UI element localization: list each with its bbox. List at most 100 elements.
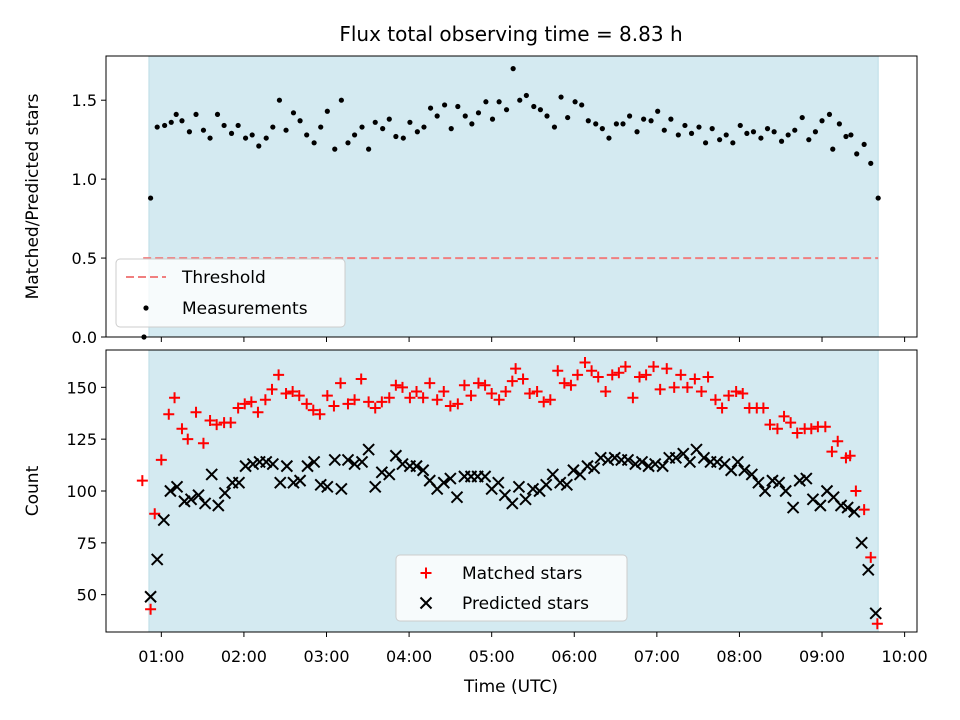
matched-star-point: [452, 398, 464, 410]
measurement-point: [359, 124, 365, 130]
legend-measurements-label: Measurements: [182, 299, 308, 319]
measurement-point: [565, 114, 571, 121]
matched-star-point: [579, 356, 591, 368]
y-axis-label: Count: [23, 465, 43, 516]
predicted-star-point: [738, 464, 751, 477]
legend-threshold-label: Threshold: [181, 268, 266, 288]
y-axis-label: Matched/Predicted stars: [23, 93, 43, 299]
legend-matched-swatch: [420, 567, 432, 579]
matched-star-point: [472, 377, 484, 389]
predicted-star-point: [848, 505, 861, 518]
predicted-star-point: [396, 457, 409, 471]
measurement-point: [249, 132, 255, 138]
predicted-star-point: [724, 464, 738, 477]
matched-star-point: [805, 423, 817, 435]
predicted-star-point: [239, 459, 252, 473]
measurement-point: [427, 105, 434, 111]
measurement-point: [655, 108, 661, 114]
y-tick-label: 125: [66, 430, 97, 449]
matched-star-point: [232, 402, 244, 414]
measurement-point: [778, 138, 785, 144]
matched-star-point: [136, 475, 148, 487]
measurement-point: [826, 111, 833, 118]
predicted-star-point: [814, 499, 827, 512]
matched-star-point: [211, 419, 223, 431]
legend-predicted-label: Predicted stars: [462, 594, 589, 614]
measurement-point: [792, 127, 798, 133]
predicted-star-point: [157, 513, 171, 527]
matched-star-point: [417, 392, 429, 404]
measurement-point: [812, 129, 819, 135]
predicted-star-point: [389, 449, 403, 462]
matched-star-point: [149, 508, 161, 520]
matched-star-point: [723, 390, 735, 402]
matched-star-point: [479, 379, 491, 391]
measurement-point: [579, 102, 585, 108]
measurement-point: [242, 135, 249, 141]
measurement-point: [372, 119, 378, 125]
matched-star-point: [661, 363, 673, 375]
y-tick-label: 75: [77, 534, 97, 553]
measurement-point: [744, 130, 750, 136]
predicted-star-point: [855, 536, 868, 550]
predicted-star-point: [218, 486, 232, 500]
predicted-star-point: [164, 484, 177, 498]
measurement-point: [572, 99, 578, 105]
measurement-point: [168, 119, 174, 125]
matched-star-point: [619, 361, 631, 373]
measurement-point: [799, 114, 805, 121]
matched-star-point: [538, 396, 550, 408]
measurement-point: [875, 195, 881, 201]
matched-star-point: [600, 385, 612, 397]
predicted-star-point: [560, 478, 574, 491]
measurement-point: [270, 124, 276, 130]
measurement-point: [682, 122, 688, 129]
measurement-point: [455, 103, 461, 110]
measurement-point: [717, 137, 723, 143]
matched-star-point: [737, 388, 749, 400]
predicted-star-point: [150, 553, 164, 566]
matched-star-point: [517, 373, 529, 385]
matched-star-point: [613, 367, 625, 379]
measurement-point: [606, 135, 612, 141]
measurement-point: [207, 135, 213, 141]
matched-star-point: [531, 385, 543, 397]
measurement-point: [551, 124, 558, 130]
measurement-point: [785, 132, 791, 138]
measurement-point: [696, 124, 702, 130]
x-tick-label: 06:00: [551, 647, 597, 666]
predicted-star-point: [335, 482, 348, 496]
y-tick-label: 0.5: [72, 249, 97, 268]
measurement-point: [806, 137, 812, 143]
measurement-point: [235, 122, 241, 129]
matched-star-point: [826, 446, 838, 458]
predicted-star-point: [800, 472, 813, 485]
predicted-star-point: [280, 459, 294, 473]
x-tick-label: 09:00: [799, 647, 845, 666]
predicted-star-point: [506, 497, 519, 510]
matched-star-point: [640, 369, 652, 381]
matched-star-point: [668, 381, 680, 393]
measurement-point: [318, 124, 324, 130]
predicted-star-point: [307, 455, 321, 469]
matched-star-point: [757, 402, 769, 414]
x-tick-label: 08:00: [716, 647, 762, 666]
matched-star-point: [648, 361, 660, 373]
predicted-star-point: [669, 451, 683, 465]
matched-star-point: [586, 365, 598, 377]
matched-star-point: [301, 398, 313, 410]
measurement-point: [620, 121, 626, 127]
measurement-point: [764, 126, 771, 132]
measurement-point: [730, 140, 736, 146]
measurement-point: [462, 113, 468, 119]
measurement-point: [407, 119, 413, 125]
measurement-point: [641, 116, 647, 122]
predicted-star-point: [192, 488, 205, 502]
measurement-point: [585, 118, 591, 124]
predicted-star-point: [648, 457, 662, 471]
matched-star-point: [444, 400, 456, 412]
matched-star-point: [266, 383, 278, 395]
axes-frame: [105, 55, 918, 338]
matched-star-point: [819, 421, 831, 433]
